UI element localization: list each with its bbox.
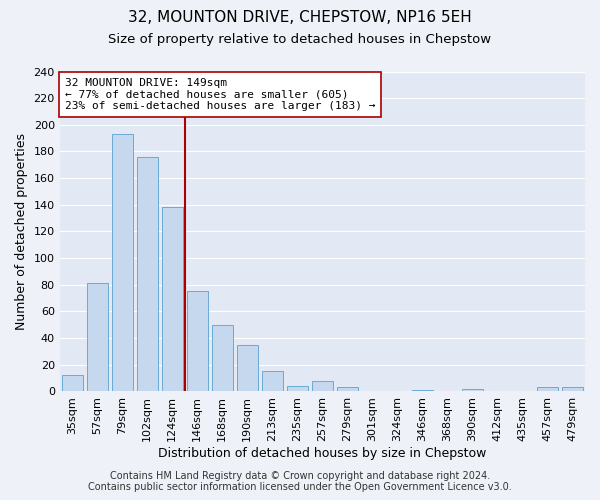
X-axis label: Distribution of detached houses by size in Chepstow: Distribution of detached houses by size … bbox=[158, 447, 487, 460]
Bar bbox=[537, 388, 558, 392]
Text: Size of property relative to detached houses in Chepstow: Size of property relative to detached ho… bbox=[109, 32, 491, 46]
Bar bbox=[137, 157, 158, 392]
Bar bbox=[562, 388, 583, 392]
Bar bbox=[86, 284, 108, 392]
Text: 32, MOUNTON DRIVE, CHEPSTOW, NP16 5EH: 32, MOUNTON DRIVE, CHEPSTOW, NP16 5EH bbox=[128, 10, 472, 25]
Y-axis label: Number of detached properties: Number of detached properties bbox=[15, 133, 28, 330]
Bar bbox=[161, 208, 183, 392]
Bar bbox=[287, 386, 308, 392]
Bar bbox=[412, 390, 433, 392]
Text: 32 MOUNTON DRIVE: 149sqm
← 77% of detached houses are smaller (605)
23% of semi-: 32 MOUNTON DRIVE: 149sqm ← 77% of detach… bbox=[65, 78, 376, 111]
Bar bbox=[262, 372, 283, 392]
Bar bbox=[62, 376, 83, 392]
Bar bbox=[312, 381, 333, 392]
Bar bbox=[236, 345, 258, 392]
Text: Contains HM Land Registry data © Crown copyright and database right 2024.
Contai: Contains HM Land Registry data © Crown c… bbox=[88, 471, 512, 492]
Bar bbox=[462, 389, 483, 392]
Bar bbox=[212, 325, 233, 392]
Bar bbox=[112, 134, 133, 392]
Bar bbox=[187, 292, 208, 392]
Bar bbox=[337, 388, 358, 392]
